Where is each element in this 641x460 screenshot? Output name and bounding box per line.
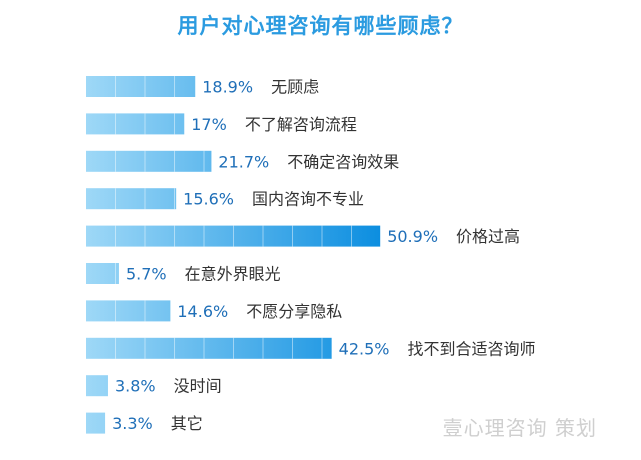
bar-4-category-label: 价格过高 — [456, 227, 520, 246]
bar-8 — [86, 375, 108, 397]
bars-layer — [86, 76, 381, 434]
bar-6-value-label: 14.6% — [177, 302, 228, 321]
bar-4-value-label: 50.9% — [387, 227, 438, 246]
bar-0-value-label: 18.9% — [202, 78, 253, 97]
bar-0 — [86, 76, 196, 97]
bar-1-category-label: 不了解咨询流程 — [245, 115, 357, 134]
bar-2-category-label: 不确定咨询效果 — [287, 152, 399, 171]
bar-6 — [86, 300, 171, 322]
bar-1-value-label: 17% — [191, 115, 227, 134]
bar-9 — [86, 412, 106, 434]
bar-2 — [86, 150, 212, 172]
bar-1 — [86, 113, 185, 135]
bar-3-value-label: 15.6% — [183, 190, 234, 209]
bar-4 — [86, 225, 381, 247]
bar-5-value-label: 5.7% — [126, 265, 167, 284]
bar-0-category-label: 无顾虑 — [271, 78, 319, 97]
bar-8-category-label: 没时间 — [174, 377, 222, 396]
watermark: 壹心理咨询 策划 — [442, 416, 597, 440]
bar-3-category-label: 国内咨询不专业 — [252, 190, 364, 209]
bar-7 — [86, 337, 332, 359]
bar-8-value-label: 3.8% — [115, 377, 156, 396]
bar-7-value-label: 42.5% — [339, 339, 390, 358]
bar-5 — [86, 263, 119, 284]
bar-9-category-label: 其它 — [171, 414, 203, 433]
bar-5-category-label: 在意外界眼光 — [185, 265, 281, 284]
bar-2-value-label: 21.7% — [218, 152, 269, 171]
bar-7-category-label: 找不到合适咨询师 — [407, 339, 535, 358]
bar-6-category-label: 不愿分享隐私 — [246, 302, 342, 321]
bar-9-value-label: 3.3% — [112, 414, 153, 433]
labels-layer: 18.9% 无顾虑 17% 不了解咨询流程 21.7% 不确定咨询效果 15.6% 国内咨询不… — [112, 78, 535, 434]
bar-3 — [86, 188, 177, 210]
chart-title: 用户对心理咨询有哪些顾虑？ — [177, 14, 464, 38]
